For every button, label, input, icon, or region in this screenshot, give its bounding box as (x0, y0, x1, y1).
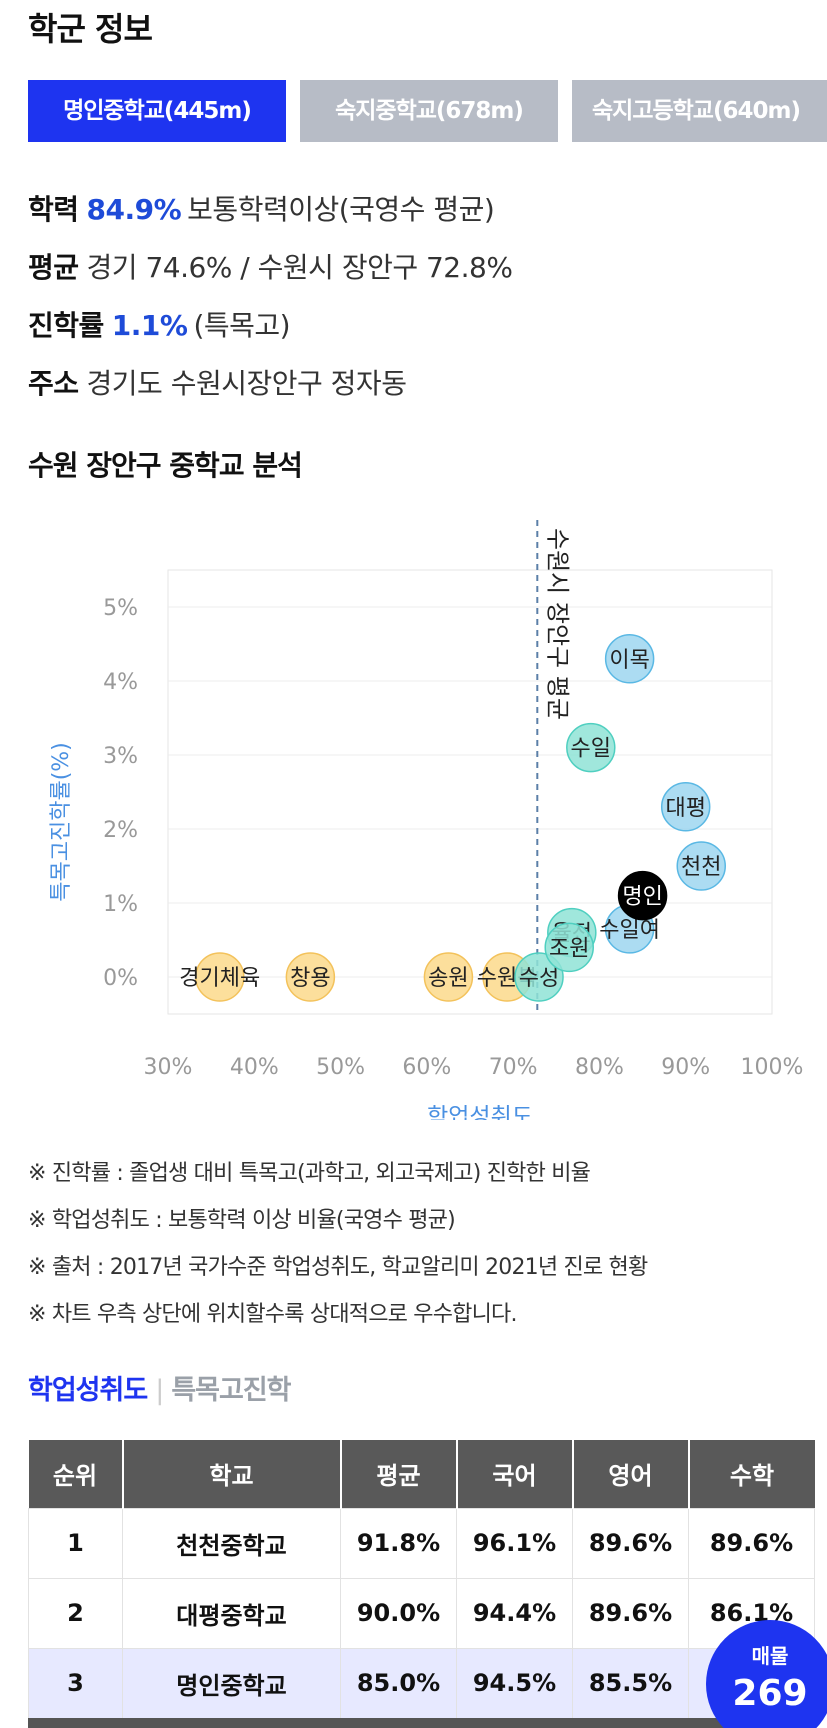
data-point (604, 634, 655, 684)
data-point (195, 952, 245, 1002)
y-tick-label: 3% (103, 744, 138, 769)
point-label: 천천 (681, 855, 721, 880)
info-address-key: 주소 (28, 367, 79, 400)
info-advancement: 진학률 1.1% (특목고) (28, 304, 291, 344)
x-tick-label: 80% (575, 1055, 624, 1080)
school-tabs: 명인중학교(445m) 숙지중학교(678m) 숙지고등학교(640m) (28, 80, 827, 142)
ranking-tabs: 학업성취도 | 특목고진학 (28, 1368, 292, 1407)
cell-average: 85.0% (340, 1647, 457, 1719)
data-point (617, 870, 668, 921)
y-tick-label: 4% (103, 670, 138, 695)
cell-rank: 3 (28, 1647, 123, 1719)
point-label: 수일 (571, 737, 611, 762)
cell-korean: 96.1% (456, 1507, 573, 1579)
col-rank: 순위 (28, 1440, 123, 1508)
table-row-selected[interactable]: 3 명인중학교 85.0% 94.5% 85.5% (28, 1647, 815, 1719)
info-achievement-value: 84.9% (86, 193, 182, 226)
info-average-key: 평균 (28, 251, 79, 284)
info-average-text: 경기 74.6% / 수원시 장안구 72.8% (86, 251, 513, 284)
fab-label: 매물 (751, 1644, 789, 1668)
note-2: ※ 학업성취도 : 보통학력 이상 비율(국영수 평균) (28, 1208, 456, 1233)
point-label: 이목 (609, 648, 649, 673)
info-achievement-text: 보통학력이상(국영수 평균) (187, 193, 495, 226)
table-header-row: 순위 학교 평균 국어 영어 수학 (28, 1440, 815, 1508)
point-label: 수일여 (599, 918, 660, 943)
point-label: 수성 (519, 966, 559, 991)
cell-school: 명인중학교 (122, 1647, 341, 1719)
info-achievement-key: 학력 (28, 193, 79, 226)
info-advancement-key: 진학률 (28, 309, 104, 342)
y-tick-label: 2% (103, 818, 138, 843)
cell-english: 85.5% (572, 1647, 689, 1719)
y-tick-label: 0% (103, 966, 138, 991)
average-reference-label: 수원시 장안구 평균 (543, 528, 571, 720)
tab-school-1[interactable]: 명인중학교(445m) (28, 80, 286, 142)
table-row[interactable]: 2 대평중학교 90.0% 94.4% 89.6% 86.1% (28, 1577, 815, 1649)
cell-math: 89.6% (688, 1507, 815, 1579)
point-label: 대평 (665, 796, 705, 821)
tab-special-school[interactable]: 특목고진학 (171, 1375, 291, 1406)
data-point (566, 722, 616, 773)
tab-school-3[interactable]: 숙지고등학교(640m) (572, 80, 827, 142)
listings-fab-button[interactable]: 매물 269 (706, 1620, 827, 1728)
point-label: 창용 (290, 966, 330, 991)
col-english: 영어 (571, 1440, 689, 1508)
y-tick-label: 1% (103, 892, 138, 917)
x-tick-label: 70% (489, 1055, 538, 1080)
col-school: 학교 (121, 1440, 341, 1508)
x-tick-label: 90% (661, 1055, 710, 1080)
point-label: 조원 (549, 936, 589, 961)
note-3: ※ 출처 : 2017년 국가수준 학업성취도, 학교알리미 2021년 진로 … (28, 1255, 648, 1280)
section-title: 학군 정보 (28, 10, 153, 48)
fab-count: 269 (732, 1673, 808, 1714)
ranking-table: 순위 학교 평균 국어 영어 수학 1 천천중학교 91.8% 96.1% 89… (28, 1440, 815, 1719)
data-point (285, 952, 336, 1002)
cell-english: 89.6% (572, 1507, 689, 1579)
cell-korean: 94.4% (456, 1577, 573, 1649)
cell-average: 90.0% (340, 1577, 457, 1649)
tab-school-2[interactable]: 숙지중학교(678m) (300, 80, 558, 142)
data-point (544, 922, 594, 973)
data-point (423, 952, 474, 1002)
cell-korean: 94.5% (456, 1647, 573, 1719)
x-tick-label: 60% (402, 1055, 451, 1080)
x-tick-label: 50% (316, 1055, 365, 1080)
cell-average: 91.8% (340, 1507, 457, 1579)
data-point (660, 782, 711, 832)
x-axis-label: 학업성취도 (427, 1104, 533, 1120)
scatter-chart: 0% 1% 2% 3% 4% 5% 30% 40% 50% 60% 70% 80% 90% 100% 학업성… (49, 520, 804, 1120)
cell-english: 89.6% (572, 1577, 689, 1649)
info-address-text: 경기도 수원시장안구 정자동 (86, 367, 407, 400)
data-point (514, 952, 564, 1002)
point-label: 경기체육 (179, 966, 260, 991)
cell-rank: 1 (28, 1507, 123, 1579)
info-advancement-value: 1.1% (111, 309, 188, 342)
cell-school: 대평중학교 (122, 1577, 341, 1649)
data-point (676, 841, 726, 891)
table-next-row-edge (28, 1718, 814, 1728)
info-advancement-text: (특목고) (193, 309, 291, 342)
info-average: 평균 경기 74.6% / 수원시 장안구 72.8% (28, 246, 513, 286)
note-4: ※ 차트 우측 상단에 위치할수록 상대적으로 우수합니다. (28, 1302, 517, 1327)
x-tick-label: 40% (230, 1055, 279, 1080)
point-label: 명인 (622, 885, 662, 910)
cell-school: 천천중학교 (122, 1507, 341, 1579)
y-axis-label: 특목고진학률(%) (49, 742, 74, 902)
info-address: 주소 경기도 수원시장안구 정자동 (28, 362, 407, 402)
tab-divider: | (155, 1375, 164, 1406)
notes: ※ 진학률 : 졸업생 대비 특목고(과학고, 외고국제고) 진학한 비율 ※ … (28, 1150, 648, 1338)
y-tick-label: 5% (103, 596, 138, 621)
point-label: 송원 (428, 966, 468, 991)
table-row[interactable]: 1 천천중학교 91.8% 96.1% 89.6% 89.6% (28, 1507, 815, 1579)
col-math: 수학 (687, 1440, 815, 1508)
x-tick-label: 30% (144, 1055, 193, 1080)
chart-title: 수원 장안구 중학교 분석 (28, 449, 303, 482)
cell-rank: 2 (28, 1577, 123, 1649)
col-korean: 국어 (455, 1440, 573, 1508)
col-average: 평균 (339, 1440, 457, 1508)
info-achievement: 학력 84.9% 보통학력이상(국영수 평균) (28, 188, 495, 228)
x-tick-label: 100% (741, 1055, 804, 1080)
tab-achievement[interactable]: 학업성취도 (28, 1375, 148, 1406)
note-1: ※ 진학률 : 졸업생 대비 특목고(과학고, 외고국제고) 진학한 비율 (28, 1161, 591, 1186)
